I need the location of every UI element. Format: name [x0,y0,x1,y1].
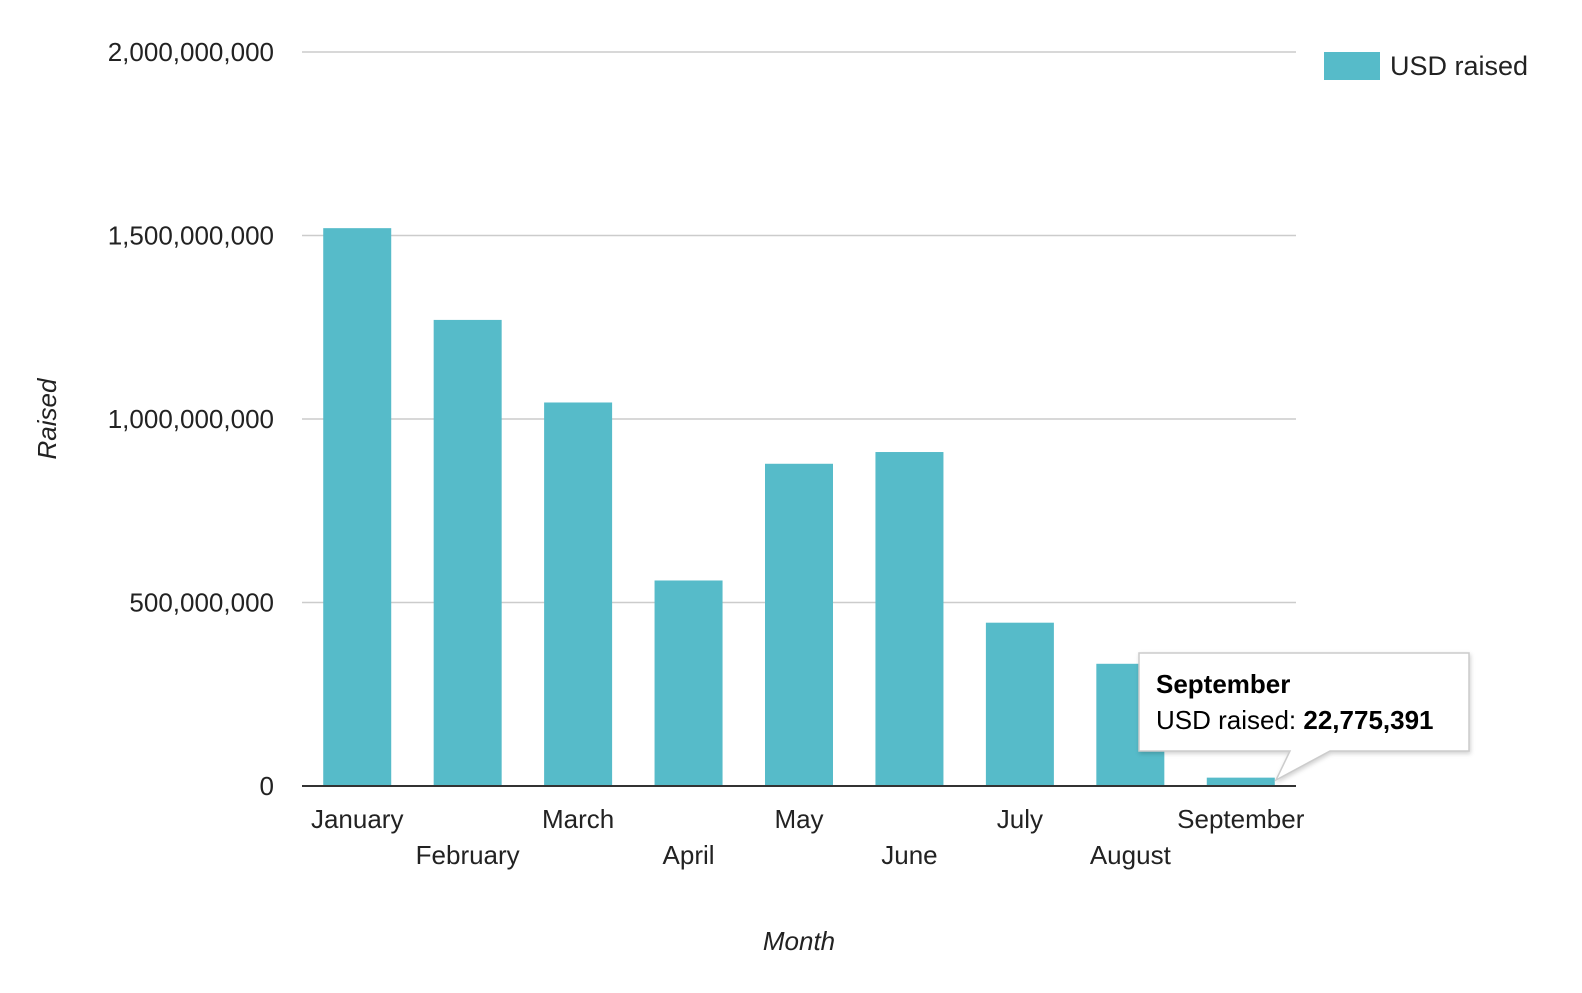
legend-label: USD raised [1390,51,1528,81]
y-axis-title: Raised [32,377,62,459]
y-tick-label: 2,000,000,000 [108,37,274,67]
x-tick-label: May [774,804,823,834]
bar-july[interactable] [985,622,1054,786]
y-tick-label: 500,000,000 [129,588,274,618]
x-tick-label: April [663,840,715,870]
x-tick-label: January [311,804,404,834]
bar-june[interactable] [875,452,944,786]
x-tick-label: March [542,804,614,834]
bar-may[interactable] [765,463,833,786]
tooltip-value: 22,775,391 [1303,705,1433,735]
tooltip-series-label: USD raised: [1156,705,1303,735]
bar-april[interactable] [654,580,723,786]
y-tick-label: 1,500,000,000 [108,221,274,251]
y-axis-ticks: 0 500,000,000 1,000,000,000 1,500,000,000 2,… [108,37,274,801]
legend-swatch [1324,52,1380,80]
x-tick-label: February [416,840,520,870]
tooltip-title: September [1156,669,1290,699]
x-axis-ticks: January February March April May June July Augu… [311,804,1305,870]
tooltip: September USD raised: 22,775,391 [1138,652,1470,782]
y-tick-label: 1,000,000,000 [108,404,274,434]
x-tick-label: August [1090,840,1172,870]
bar-march[interactable] [544,402,613,786]
legend[interactable]: USD raised [1324,51,1528,81]
x-axis-title: Month [763,926,835,956]
tooltip-box [1138,652,1470,782]
bars [323,228,1275,786]
bar-february[interactable] [433,319,502,786]
bar-september[interactable] [1206,777,1275,786]
x-tick-label: July [997,804,1043,834]
y-tick-label: 0 [260,771,274,801]
x-tick-label: September [1177,804,1305,834]
tooltip-body: USD raised: 22,775,391 [1156,705,1434,735]
x-tick-label: June [881,840,937,870]
bar-january[interactable] [323,228,392,786]
